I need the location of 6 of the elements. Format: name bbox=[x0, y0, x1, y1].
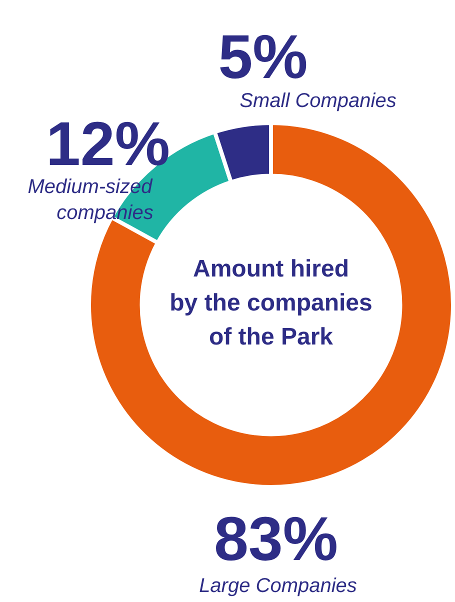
slice-label: Small Companies bbox=[240, 90, 396, 112]
text: Amount hired by the companies of the Park bbox=[170, 256, 372, 351]
data-label: 5% bbox=[218, 23, 308, 92]
data-label: 12% bbox=[46, 110, 170, 179]
slice-label: Large Companies bbox=[199, 575, 357, 597]
data-label: 83% bbox=[214, 505, 338, 574]
